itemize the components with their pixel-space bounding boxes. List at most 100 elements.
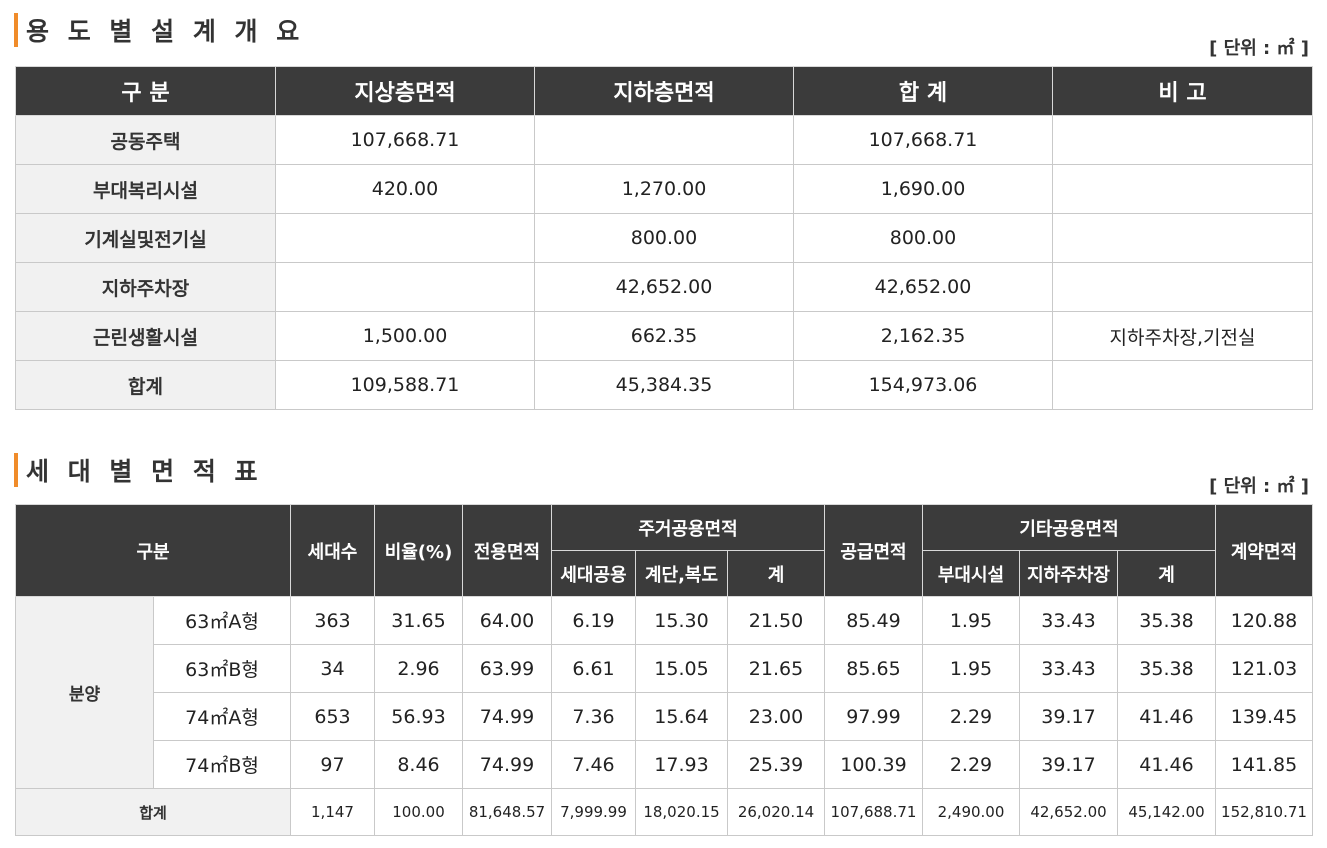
total-cell: 42,652.00 bbox=[1019, 788, 1118, 836]
table-cell: 107,668.71 bbox=[275, 115, 535, 165]
table-cell bbox=[1052, 360, 1313, 410]
table-cell: 2.96 bbox=[374, 644, 463, 693]
header-above-ground-area: 지상층면적 bbox=[275, 66, 535, 116]
table-cell: 34 bbox=[290, 644, 375, 693]
section2-heading: 세 대 별 면 적 표 bbox=[14, 452, 263, 488]
total-cell: 107,688.71 bbox=[824, 788, 923, 836]
table-row: 74㎡B형 97 8.46 74.99 7.46 17.93 25.39 100.39 2.29… bbox=[16, 740, 1313, 789]
section1-title: 용 도 별 설 계 개 요 bbox=[26, 17, 305, 46]
table-cell: 363 bbox=[290, 596, 375, 645]
table-cell: 74.99 bbox=[462, 740, 552, 789]
table-cell: 2.29 bbox=[922, 740, 1020, 789]
table-cell: 39.17 bbox=[1019, 692, 1118, 741]
total-cell: 1,147 bbox=[290, 788, 375, 836]
table-cell bbox=[1052, 262, 1313, 312]
header-ratio: 비율(%) bbox=[374, 504, 463, 597]
table-cell: 35.38 bbox=[1117, 596, 1216, 645]
total-cell: 81,648.57 bbox=[462, 788, 552, 836]
header-division: 구 분 bbox=[15, 66, 276, 116]
table-cell: 33.43 bbox=[1019, 596, 1118, 645]
table-cell: 800.00 bbox=[793, 213, 1053, 263]
table-cell: 1,690.00 bbox=[793, 164, 1053, 214]
header-stairs-corridor: 계단,복도 bbox=[635, 550, 728, 597]
table-row: 합계 109,588.71 45,384.35 154,973.06 bbox=[15, 360, 1313, 410]
table-cell: 7.46 bbox=[551, 740, 636, 789]
table-cell: 653 bbox=[290, 692, 375, 741]
unit-type-label: 63㎡A형 bbox=[153, 596, 291, 645]
unit-type-label: 63㎡B형 bbox=[153, 644, 291, 693]
table-cell: 2,162.35 bbox=[793, 311, 1053, 361]
usage-overview-table: 구 분 지상층면적 지하층면적 합 계 비 고 공동주택 107,668.71 10… bbox=[15, 66, 1313, 410]
section2-title: 세 대 별 면 적 표 bbox=[26, 457, 263, 486]
header-auxiliary-facilities: 부대시설 bbox=[922, 550, 1020, 597]
table-cell: 1.95 bbox=[922, 644, 1020, 693]
table-cell: 21.65 bbox=[727, 644, 825, 693]
section2-unit: [ 단위 : ㎡ ] bbox=[1209, 476, 1309, 497]
header-underground-area: 지하층면적 bbox=[534, 66, 794, 116]
row-label: 합계 bbox=[15, 360, 276, 410]
table-cell: 15.30 bbox=[635, 596, 728, 645]
table-header-row: 구 분 지상층면적 지하층면적 합 계 비 고 bbox=[15, 66, 1313, 116]
table-cell: 지하주차장,기전실 bbox=[1052, 311, 1313, 361]
header-households: 세대수 bbox=[290, 504, 375, 597]
table-row: 근린생활시설 1,500.00 662.35 2,162.35 지하주차장,기전실 bbox=[15, 311, 1313, 361]
total-cell: 2,490.00 bbox=[922, 788, 1020, 836]
row-label: 공동주택 bbox=[15, 115, 276, 165]
table-cell: 97 bbox=[290, 740, 375, 789]
table-cell: 35.38 bbox=[1117, 644, 1216, 693]
table-cell: 21.50 bbox=[727, 596, 825, 645]
table-cell: 85.65 bbox=[824, 644, 923, 693]
table-cell: 15.64 bbox=[635, 692, 728, 741]
total-cell: 152,810.71 bbox=[1215, 788, 1313, 836]
section1-unit: [ 단위 : ㎡ ] bbox=[1209, 38, 1309, 59]
table-subheader-row: 세대공용 계단,복도 계 부대시설 지하주차장 계 bbox=[16, 550, 1313, 597]
table-row: 63㎡B형 34 2.96 63.99 6.61 15.05 21.65 85.65 1.95 3… bbox=[16, 644, 1313, 693]
table-cell: 74.99 bbox=[462, 692, 552, 741]
table-cell: 42,652.00 bbox=[793, 262, 1053, 312]
group-label-sale: 분양 bbox=[15, 596, 154, 789]
row-label: 부대복리시설 bbox=[15, 164, 276, 214]
table-cell bbox=[1052, 115, 1313, 165]
heading-accent-bar bbox=[14, 13, 18, 47]
table-cell: 85.49 bbox=[824, 596, 923, 645]
table-cell: 33.43 bbox=[1019, 644, 1118, 693]
header-division: 구분 bbox=[15, 504, 291, 597]
unit-type-label: 74㎡B형 bbox=[153, 740, 291, 789]
total-cell: 7,999.99 bbox=[551, 788, 636, 836]
table-cell: 63.99 bbox=[462, 644, 552, 693]
table-cell: 800.00 bbox=[534, 213, 794, 263]
total-cell: 100.00 bbox=[374, 788, 463, 836]
table-cell: 64.00 bbox=[462, 596, 552, 645]
table-row: 부대복리시설 420.00 1,270.00 1,690.00 bbox=[15, 164, 1313, 214]
total-cell: 26,020.14 bbox=[727, 788, 825, 836]
table-cell: 41.46 bbox=[1117, 692, 1216, 741]
header-other-common-area: 기타공용면적 bbox=[922, 504, 1216, 551]
table-row: 지하주차장 42,652.00 42,652.00 bbox=[15, 262, 1313, 312]
header-household-common: 세대공용 bbox=[551, 550, 636, 597]
heading-accent-bar bbox=[14, 453, 18, 487]
total-row: 합계 1,147 100.00 81,648.57 7,999.99 18,020.15 2… bbox=[15, 788, 1313, 836]
table-cell: 100.39 bbox=[824, 740, 923, 789]
header-residential-subtotal: 계 bbox=[727, 550, 825, 597]
table-row: 분양 63㎡A형 363 31.65 64.00 6.19 15.30 21.50 85.49 1… bbox=[15, 596, 1313, 789]
table-cell: 56.93 bbox=[374, 692, 463, 741]
table-cell: 6.19 bbox=[551, 596, 636, 645]
table-cell: 141.85 bbox=[1215, 740, 1313, 789]
table-row: 공동주택 107,668.71 107,668.71 bbox=[15, 115, 1313, 165]
table-cell: 8.46 bbox=[374, 740, 463, 789]
table-cell: 41.46 bbox=[1117, 740, 1216, 789]
header-exclusive-area: 전용면적 bbox=[462, 504, 552, 597]
table-cell bbox=[275, 213, 535, 263]
table-cell: 7.36 bbox=[551, 692, 636, 741]
header-other-subtotal: 계 bbox=[1117, 550, 1216, 597]
header-contract-area: 계약면적 bbox=[1215, 504, 1313, 597]
table-cell: 31.65 bbox=[374, 596, 463, 645]
header-supply-area: 공급면적 bbox=[824, 504, 923, 597]
table-cell: 109,588.71 bbox=[275, 360, 535, 410]
table-row: 기계실및전기실 800.00 800.00 bbox=[15, 213, 1313, 263]
table-cell: 2.29 bbox=[922, 692, 1020, 741]
total-label: 합계 bbox=[15, 788, 291, 836]
row-label: 근린생활시설 bbox=[15, 311, 276, 361]
total-cell: 45,142.00 bbox=[1117, 788, 1216, 836]
table-cell: 6.61 bbox=[551, 644, 636, 693]
